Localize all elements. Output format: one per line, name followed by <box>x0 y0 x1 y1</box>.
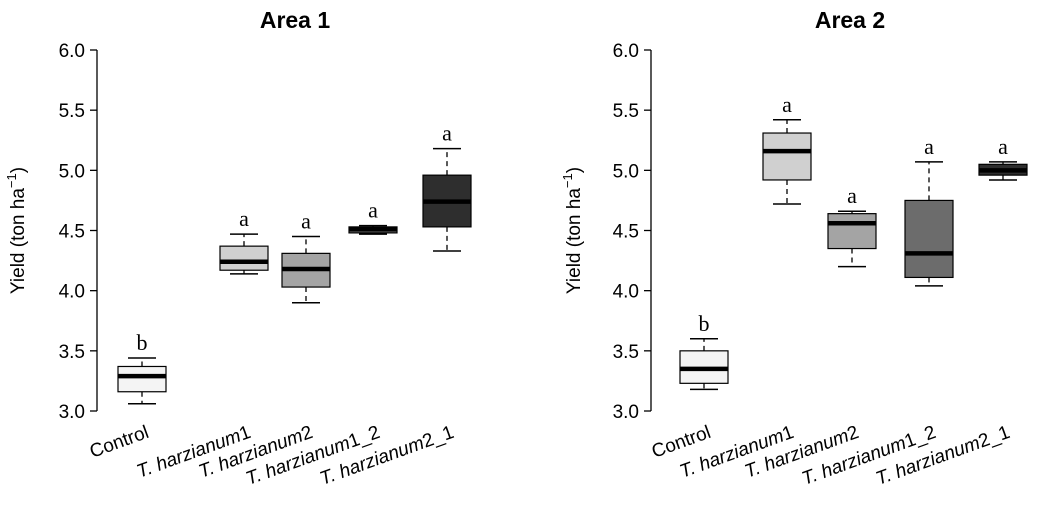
significance-letter: a <box>368 198 378 223</box>
panel-title: Area 2 <box>815 7 885 33</box>
y-tick-label: 4.0 <box>613 282 639 303</box>
y-axis-label: Yield (ton ha−1) <box>560 167 585 294</box>
box-body <box>827 213 877 250</box>
box-body <box>762 132 812 181</box>
box-1: b Control <box>87 330 167 463</box>
y-tick-label: 3.0 <box>613 402 639 423</box>
y-axis-label: Yield (ton ha−1) <box>4 167 29 294</box>
y-tick-label: 5.0 <box>59 161 85 182</box>
box-body <box>219 245 269 271</box>
significance-letter: a <box>847 183 857 208</box>
y-tick-label: 5.0 <box>613 161 639 182</box>
panel-title: Area 1 <box>260 7 331 33</box>
significance-letter: a <box>924 134 934 159</box>
x-tick-label: Control <box>87 422 152 463</box>
panel-1: Area 1 3.0 3.5 4.0 4.5 5.0 5.5 6.0 Yield (ton ha… <box>4 7 472 490</box>
significance-letter: b <box>699 311 710 336</box>
y-tick-label: 5.5 <box>59 101 85 122</box>
box-body <box>117 365 167 393</box>
significance-letter: a <box>998 134 1008 159</box>
significance-letter: a <box>442 121 452 146</box>
y-tick-label: 4.0 <box>59 282 85 303</box>
box-2: aT. harzianum1 <box>677 92 812 483</box>
y-tick-label: 5.5 <box>613 101 639 122</box>
box-body <box>904 199 954 279</box>
y-tick-label: 3.5 <box>613 342 639 363</box>
significance-letter: b <box>137 330 148 355</box>
significance-letter: a <box>301 209 311 234</box>
y-tick-label: 3.0 <box>59 402 85 423</box>
box-2: aT. harzianum1 <box>134 206 269 483</box>
significance-letter: a <box>239 206 249 231</box>
y-tick-label: 6.0 <box>59 41 85 62</box>
panel-2: Area 2 3.0 3.5 4.0 4.5 5.0 5.5 6.0 Yield (ton ha… <box>560 7 1028 490</box>
y-tick-label: 4.5 <box>59 222 85 243</box>
y-tick-label: 6.0 <box>613 41 639 62</box>
significance-letter: a <box>782 92 792 117</box>
y-tick-label: 4.5 <box>613 222 639 243</box>
y-tick-label: 3.5 <box>59 342 85 363</box>
